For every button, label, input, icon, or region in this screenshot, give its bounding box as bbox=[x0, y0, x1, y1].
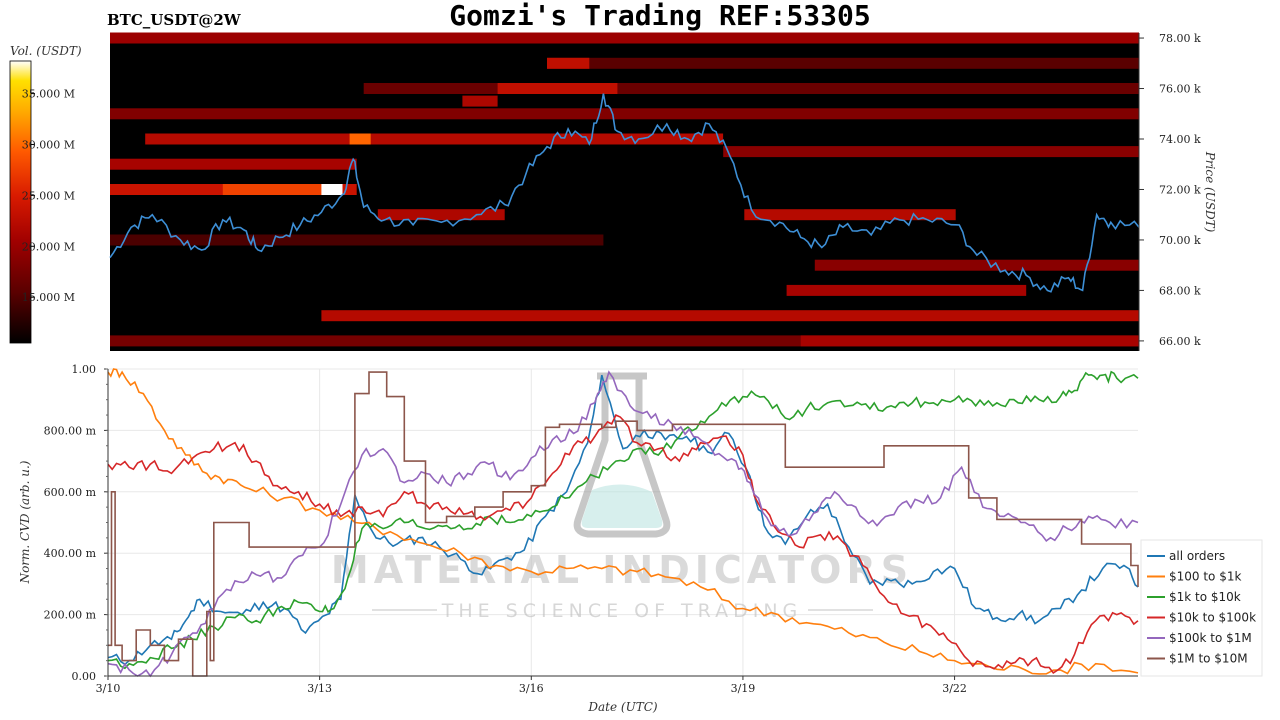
cvd-x-tick-label: 3/22 bbox=[942, 682, 967, 695]
heatmap-band-6 bbox=[110, 108, 1139, 120]
legend-label: $100k to $1M bbox=[1169, 631, 1252, 645]
heatmap-band-1 bbox=[547, 57, 1139, 69]
cvd-y-tick-label: 600.00 m bbox=[44, 486, 97, 499]
heatmap-y-tick-label: 78.00 k bbox=[1159, 32, 1201, 45]
heatmap-y-tick-label: 70.00 k bbox=[1159, 234, 1201, 247]
cvd-x-tick-label: 3/16 bbox=[519, 682, 544, 695]
cvd-y-tick-label: 1.00 bbox=[72, 363, 97, 376]
cvd-y-label: Norm. CVD (arb. u.) bbox=[18, 460, 32, 584]
legend-label: $1k to $10k bbox=[1169, 590, 1241, 604]
heatmap-band-13 bbox=[321, 184, 343, 195]
heatmap-band-0 bbox=[110, 32, 1139, 44]
legend-box bbox=[1140, 539, 1263, 677]
legend-label: $100 to $1k bbox=[1169, 570, 1241, 584]
watermark: MATERIAL INDICATORS THE SCIENCE OF TRADI… bbox=[331, 372, 913, 622]
cvd-series-line-4 bbox=[107, 370, 1139, 678]
colorbar-label: Vol. (USDT) bbox=[10, 44, 82, 58]
heatmap-band-2 bbox=[547, 57, 590, 69]
heatmap-band-21 bbox=[800, 335, 1139, 347]
heatmap-y-tick-label: 74.00 k bbox=[1159, 133, 1201, 146]
legend-label: all orders bbox=[1169, 549, 1225, 563]
cvd-series-line-1 bbox=[107, 368, 1139, 675]
heatmap-y-tick-label: 76.00 k bbox=[1159, 83, 1201, 96]
heatmap-y-axis: 66.00 k 68.00 k 70.00 k 72.00 k 74.00 k 76.00… bbox=[1138, 32, 1201, 351]
cvd-series-line-0 bbox=[107, 374, 1139, 666]
heatmap-y-tick-label: 66.00 k bbox=[1159, 335, 1201, 348]
heatmap-band-7 bbox=[145, 133, 724, 145]
heatmap-band-14 bbox=[377, 209, 505, 221]
cvd-axes: 0.00 200.00 m 400.00 m 600.00 m 800.00 m 1.00… bbox=[44, 363, 1138, 695]
cvd-x-label: Date (UTC) bbox=[587, 700, 657, 714]
cvd-series-line-3 bbox=[107, 414, 1139, 674]
heatmap-band-3 bbox=[363, 83, 1139, 94]
colorbar-tick-label: 20.000 M bbox=[22, 240, 75, 253]
cvd-series-line-2 bbox=[107, 370, 1139, 670]
symbol-label: BTC_USDT@2W bbox=[107, 11, 242, 29]
cvd-x-tick-label: 3/10 bbox=[96, 682, 121, 695]
price-line bbox=[109, 93, 1140, 293]
heatmap-y-tick-label: 72.00 k bbox=[1159, 183, 1201, 196]
heatmap-band-18 bbox=[786, 284, 1027, 296]
heatmap-band-9 bbox=[723, 146, 1139, 158]
chart-title: Gomzi's Trading REF:53305 bbox=[449, 0, 870, 32]
heatmap-band-17 bbox=[814, 259, 1139, 271]
colorbar-tick-label: 25.000 M bbox=[22, 189, 75, 202]
cvd-y-tick-label: 800.00 m bbox=[44, 424, 97, 437]
cvd-y-tick-label: 400.00 m bbox=[44, 547, 97, 560]
colorbar-tick-label: 35.000 M bbox=[22, 88, 75, 101]
cvd-x-tick-label: 3/13 bbox=[307, 682, 332, 695]
colorbar-ticks: 15.000 M 20.000 M 25.000 M 30.000 M 35.000 M bbox=[22, 88, 75, 305]
legend-label: $1M to $10M bbox=[1169, 652, 1248, 666]
cvd-x-tick-label: 3/19 bbox=[731, 682, 756, 695]
legend: all orders $100 to $1k $1k to $10k $10k to … bbox=[1140, 539, 1263, 677]
heatmap-band-5 bbox=[462, 95, 498, 107]
heatmap-band-15 bbox=[744, 209, 956, 221]
heatmap-band-10 bbox=[110, 158, 357, 170]
watermark-brand: MATERIAL INDICATORS bbox=[331, 548, 913, 592]
heatmap-band-12 bbox=[222, 184, 322, 195]
heatmap-bands bbox=[110, 32, 1139, 347]
cvd-series-line-5 bbox=[108, 371, 1139, 677]
colorbar-tick-label: 30.000 M bbox=[22, 138, 75, 151]
colorbar bbox=[9, 60, 32, 344]
heatmap-band-19 bbox=[321, 310, 1139, 322]
cvd-y-tick-label: 200.00 m bbox=[44, 609, 97, 622]
heatmap-band-20 bbox=[110, 335, 1139, 347]
colorbar-tick-label: 15.000 M bbox=[22, 291, 75, 304]
cvd-y-tick-label: 0.00 bbox=[72, 670, 97, 683]
heatmap-band-16 bbox=[110, 234, 604, 246]
heatmap-y-tick-label: 68.00 k bbox=[1159, 284, 1201, 297]
heatmap-band-4 bbox=[497, 83, 618, 94]
watermark-tagline: THE SCIENCE OF TRADING bbox=[441, 600, 803, 622]
heatmap-band-8 bbox=[349, 133, 371, 145]
flask-icon bbox=[573, 372, 671, 538]
legend-label: $10k to $100k bbox=[1169, 611, 1256, 625]
cvd-series bbox=[107, 368, 1139, 678]
heatmap-y-label: Price (USDT) bbox=[1203, 151, 1217, 233]
